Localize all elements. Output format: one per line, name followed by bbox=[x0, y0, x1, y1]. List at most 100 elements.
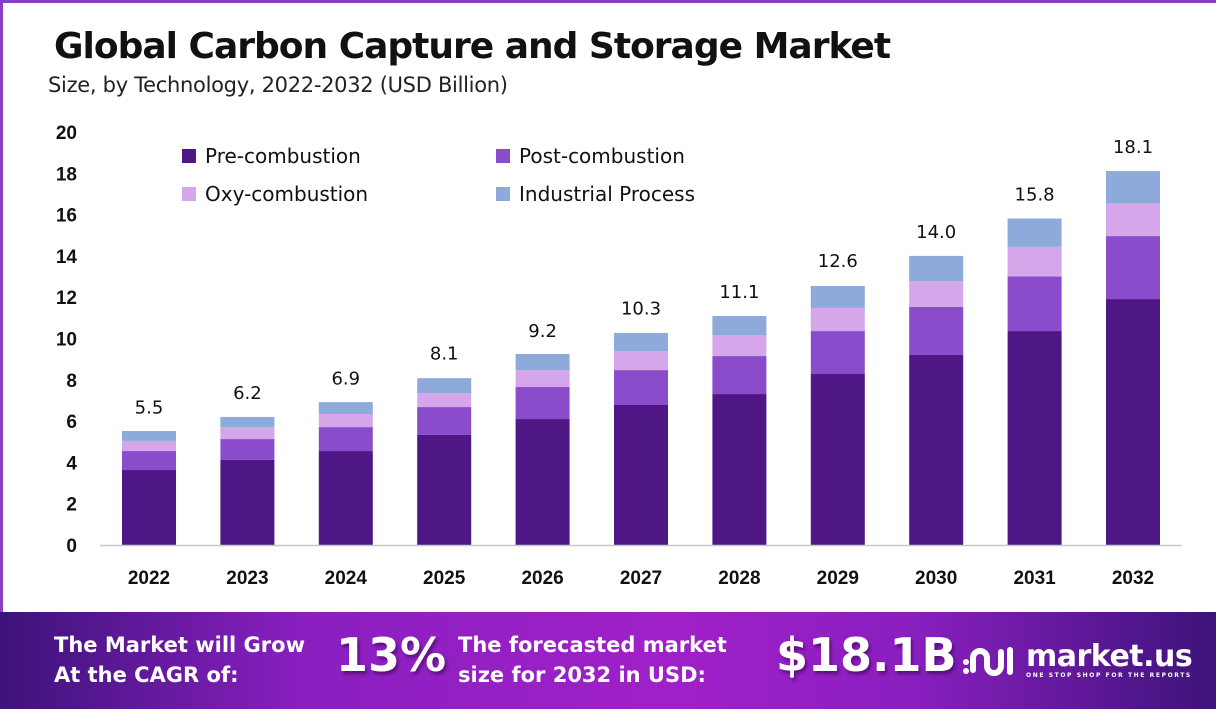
bar-segment-oxy-combustion bbox=[810, 307, 865, 332]
y-tick-label: 6 bbox=[66, 412, 77, 433]
y-tick-label: 0 bbox=[66, 536, 77, 557]
market-us-logo-icon bbox=[963, 647, 1013, 676]
bar-segment-industrial-process bbox=[417, 378, 472, 394]
bar-segment-pre-combustion bbox=[515, 419, 570, 545]
total-label: 12.6 bbox=[818, 251, 858, 272]
bar-segment-pre-combustion bbox=[1106, 299, 1160, 545]
brand-logo[interactable]: market.us ONE STOP SHOP FOR THE REPORTS bbox=[962, 638, 1193, 680]
total-label: 11.1 bbox=[719, 282, 759, 303]
bar-segment-industrial-process bbox=[1106, 171, 1160, 204]
x-tick-label: 2030 bbox=[915, 568, 957, 589]
x-tick-label: 2023 bbox=[226, 568, 268, 589]
summary-banner bbox=[0, 612, 1216, 709]
y-tick-label: 20 bbox=[56, 123, 77, 144]
bar-segment-oxy-combustion bbox=[417, 393, 472, 408]
chart-title: Global Carbon Capture and Storage Market bbox=[54, 26, 891, 67]
bar-segment-pre-combustion bbox=[1007, 331, 1062, 545]
bar-segment-industrial-process bbox=[614, 332, 668, 352]
x-tick-label: 2031 bbox=[1013, 568, 1056, 589]
x-axis: 2022 2023 2024 2025 2026 2027 2028 2029 2030 2031… bbox=[128, 568, 1154, 589]
total-label: 8.1 bbox=[430, 344, 459, 365]
total-label: 6.9 bbox=[331, 369, 360, 390]
bar-segment-industrial-process bbox=[122, 431, 176, 441]
total-label: 5.5 bbox=[135, 397, 164, 418]
x-tick-label: 2029 bbox=[817, 568, 859, 589]
forecast-value: $18.1B bbox=[776, 628, 957, 682]
x-tick-label: 2025 bbox=[423, 568, 466, 589]
bar-segment-post-combustion bbox=[1007, 276, 1062, 332]
bar-segment-pre-combustion bbox=[318, 451, 373, 545]
bar-segment-oxy-combustion bbox=[220, 427, 275, 440]
y-tick-label: 14 bbox=[56, 247, 78, 268]
bar-segment-industrial-process bbox=[515, 353, 570, 371]
bar-segment-industrial-process bbox=[1007, 218, 1062, 247]
legend-label: Pre-combustion bbox=[205, 144, 361, 168]
y-tick-label: 18 bbox=[56, 164, 77, 185]
bar-segment-oxy-combustion bbox=[122, 440, 176, 452]
bar-segment-pre-combustion bbox=[220, 459, 275, 545]
bar-segment-oxy-combustion bbox=[712, 334, 767, 357]
x-tick-label: 2028 bbox=[718, 568, 760, 589]
x-tick-label: 2027 bbox=[620, 568, 662, 589]
legend-swatch bbox=[496, 149, 510, 163]
forecast-caption-line1: The forecasted market bbox=[458, 633, 727, 657]
bar-segment-post-combustion bbox=[909, 306, 964, 356]
y-tick-label: 12 bbox=[56, 288, 77, 309]
legend-label: Post-combustion bbox=[519, 144, 685, 168]
logo-tagline: ONE STOP SHOP FOR THE REPORTS bbox=[1026, 671, 1192, 679]
bar-segment-industrial-process bbox=[220, 416, 275, 428]
total-label: 9.2 bbox=[528, 321, 557, 342]
x-tick-label: 2026 bbox=[521, 568, 563, 589]
x-tick-label: 2024 bbox=[325, 568, 368, 589]
bar-segment-oxy-combustion bbox=[909, 281, 964, 307]
legend-swatch bbox=[496, 187, 510, 201]
bar-segment-post-combustion bbox=[810, 331, 865, 375]
y-tick-label: 2 bbox=[66, 495, 77, 516]
x-tick-label: 2032 bbox=[1112, 568, 1154, 589]
bar-segment-post-combustion bbox=[220, 439, 275, 460]
bar-segment-post-combustion bbox=[712, 356, 767, 395]
bar-segment-pre-combustion bbox=[122, 470, 176, 545]
bar-segment-post-combustion bbox=[417, 407, 472, 435]
y-tick-label: 8 bbox=[66, 371, 77, 392]
y-tick-label: 4 bbox=[66, 453, 77, 474]
bar-segment-industrial-process bbox=[712, 315, 767, 335]
x-tick-label: 2022 bbox=[128, 568, 170, 589]
legend-swatch bbox=[182, 149, 196, 163]
bar-segment-post-combustion bbox=[614, 370, 668, 405]
bars bbox=[122, 171, 1160, 545]
bar-segment-pre-combustion bbox=[810, 374, 865, 545]
forecast-caption-line2: size for 2032 in USD: bbox=[458, 663, 706, 687]
bar-segment-oxy-combustion bbox=[1007, 246, 1062, 277]
bar-segment-post-combustion bbox=[122, 451, 176, 471]
chart-subtitle: Size, by Technology, 2022-2032 (USD Bill… bbox=[48, 73, 508, 97]
cagr-caption-line2: At the CAGR of: bbox=[54, 663, 239, 687]
bar-segment-industrial-process bbox=[318, 402, 373, 415]
bar-segment-pre-combustion bbox=[712, 394, 767, 545]
bar-segment-pre-combustion bbox=[417, 434, 472, 545]
bar-segment-post-combustion bbox=[1106, 236, 1160, 300]
total-label: 15.8 bbox=[1015, 185, 1055, 206]
bar-segment-industrial-process bbox=[909, 255, 964, 282]
legend: Pre-combustion Post-combustion Oxy-combust… bbox=[182, 144, 695, 206]
bar-segment-post-combustion bbox=[515, 387, 570, 420]
forecast-caption: The forecasted market size for 2032 in U… bbox=[458, 630, 727, 690]
total-label: 14.0 bbox=[916, 222, 956, 243]
legend-label: Industrial Process bbox=[519, 182, 695, 206]
y-axis: 0 2 4 6 8 10 12 14 16 18 20 bbox=[56, 123, 78, 557]
cagr-value: 13% bbox=[336, 628, 447, 682]
bar-segment-industrial-process bbox=[810, 286, 865, 308]
bar-segment-oxy-combustion bbox=[318, 414, 373, 428]
cagr-caption-line1: The Market will Grow bbox=[54, 633, 305, 657]
bar-segment-oxy-combustion bbox=[1106, 203, 1160, 237]
legend-swatch bbox=[182, 187, 196, 201]
total-labels: 5.5 6.2 6.9 8.1 9.2 10.3 11.1 12.6 14.0 15.8 18.1 bbox=[135, 137, 1153, 418]
bar-segment-pre-combustion bbox=[614, 404, 668, 545]
bar-segment-pre-combustion bbox=[909, 355, 964, 545]
total-label: 6.2 bbox=[233, 383, 262, 404]
legend-label: Oxy-combustion bbox=[205, 182, 368, 206]
total-label: 10.3 bbox=[621, 298, 661, 319]
bar-segment-post-combustion bbox=[318, 427, 373, 452]
logo-name: market.us bbox=[1026, 638, 1193, 674]
